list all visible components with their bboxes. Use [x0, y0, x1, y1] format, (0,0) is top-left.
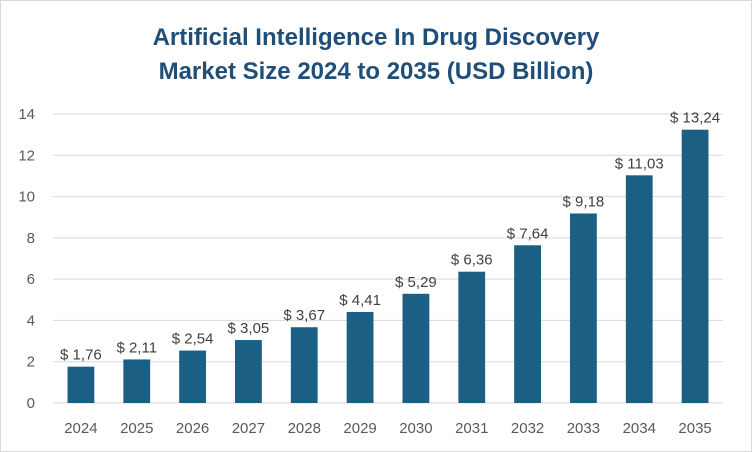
- chart-title-line-2: Market Size 2024 to 2035 (USD Billion): [158, 58, 594, 85]
- data-labels: $ 1,76 $ 2,11 $ 2,54 $ 3,05 $ 3,67 $ 4,41 $ 5,…: [60, 110, 720, 364]
- data-label-2033: $ 9,18: [563, 193, 605, 210]
- x-tick-label: 2029: [343, 420, 376, 437]
- y-tick-label: 12: [18, 147, 35, 164]
- x-tick-label: 2035: [678, 420, 711, 437]
- bar-2025: [123, 359, 151, 403]
- bar-2033: [570, 213, 597, 403]
- bar-2035: [681, 129, 709, 403]
- data-label-2034: $ 11,03: [615, 155, 664, 172]
- data-label-2026: $ 2,54: [172, 331, 214, 348]
- x-tick-label: 2026: [176, 420, 209, 437]
- bar-2029: [346, 311, 374, 403]
- data-label-2024: $ 1,76: [60, 347, 102, 364]
- bar-2032: [514, 245, 541, 403]
- bar-2024: [67, 366, 95, 403]
- x-tick-label: 2033: [567, 420, 600, 437]
- x-tick-label: 2024: [64, 420, 97, 437]
- bars: [67, 129, 709, 403]
- y-tick-label: 6: [27, 271, 35, 288]
- data-label-2035: $ 13,24: [670, 110, 720, 127]
- y-tick-label: 14: [18, 106, 35, 123]
- gridlines: [53, 113, 723, 404]
- x-tick-label: 2032: [511, 420, 544, 437]
- bar-2026: [179, 350, 206, 403]
- data-label-2027: $ 3,05: [228, 320, 270, 337]
- y-axis: 0 2 4 6 8 10 12 14: [18, 106, 35, 412]
- data-label-2025: $ 2,11: [116, 339, 157, 356]
- data-label-2030: $ 5,29: [395, 274, 437, 291]
- y-tick-label: 2: [27, 354, 35, 371]
- x-axis: 2024 2025 2026 2027 2028 2029 2030 2031 2032 2033…: [64, 420, 712, 437]
- data-label-2029: $ 4,41: [339, 292, 381, 309]
- y-tick-label: 4: [27, 312, 35, 329]
- bar-2027: [235, 340, 262, 403]
- x-tick-label: 2027: [232, 420, 265, 437]
- x-tick-label: 2030: [399, 420, 432, 437]
- bar-2031: [458, 271, 486, 403]
- x-tick-label: 2031: [455, 420, 488, 437]
- data-label-2031: $ 6,36: [451, 252, 493, 269]
- y-tick-label: 10: [18, 189, 35, 206]
- y-tick-label: 0: [27, 395, 35, 412]
- chart-title: Artificial Intelligence In Drug Discover…: [1, 21, 751, 89]
- x-tick-label: 2028: [288, 420, 321, 437]
- y-tick-label: 8: [27, 230, 35, 247]
- chart-title-line-1: Artificial Intelligence In Drug Discover…: [152, 24, 600, 51]
- x-tick-label: 2025: [120, 420, 153, 437]
- bar-2030: [402, 293, 430, 403]
- data-label-2032: $ 7,64: [507, 225, 549, 242]
- data-label-2028: $ 3,67: [283, 307, 325, 324]
- x-tick-label: 2034: [623, 420, 656, 437]
- bar-2028: [290, 327, 318, 403]
- bar-2034: [625, 175, 653, 403]
